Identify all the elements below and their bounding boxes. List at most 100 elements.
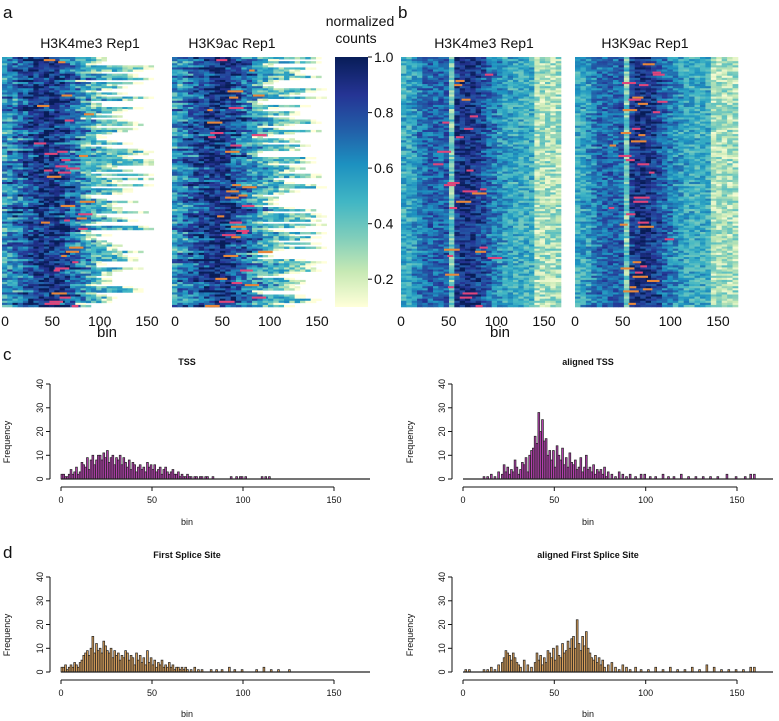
histogram-ytick-label: 10 [35, 643, 45, 653]
histogram-bar [490, 473, 493, 480]
histogram-aligned-tss: aligned TSS bin Frequency 0 10 20 30 40 0 50 100 15… [405, 357, 773, 527]
histogram-bar [621, 664, 625, 673]
histogram-ytick-label: 40 [437, 572, 447, 582]
heatmap-xtick-label: 150 [135, 313, 159, 329]
histogram-bar [497, 471, 500, 480]
heatmap-xtick-label: 50 [615, 313, 631, 329]
histogram-bar [617, 471, 621, 480]
histogram-ytick-label: 40 [35, 379, 45, 389]
histogram-ytick-label: 20 [437, 426, 447, 436]
histogram-xtick-label: 50 [549, 495, 559, 505]
heatmap-xtick-label: 0 [397, 313, 405, 329]
histogram-aligned-first-splice-site: aligned First Splice Site bin Frequency 0 10… [405, 550, 773, 719]
histogram-bar [193, 666, 197, 673]
histogram-ytick-label: 40 [35, 572, 45, 582]
panel-label-c: c [3, 345, 12, 364]
heatmap-a-h3k4me3 [2, 57, 155, 308]
histogram-xlabel: bin [181, 709, 193, 719]
colorbar-tick-label: 0.8 [374, 105, 394, 121]
histogram-xtick-label: 150 [326, 495, 341, 505]
heatmap-xtick-label: 100 [659, 313, 683, 329]
histogram-ylabel: Frequency [405, 613, 415, 656]
histogram-bar [490, 666, 493, 673]
histogram-bar [749, 473, 752, 480]
colorbar-gradient [335, 57, 368, 307]
histogram-xtick-label: 0 [58, 495, 63, 505]
histogram-bar [606, 664, 610, 673]
histogram-bar [725, 473, 729, 480]
histogram-title: First Splice Site [153, 550, 221, 560]
heatmap-b1-title: H3K4me3 Rep1 [434, 35, 534, 51]
histogram-xtick-label: 100 [235, 688, 250, 698]
histogram-ytick-label: 10 [437, 643, 447, 653]
histogram-xtick-label: 0 [460, 495, 465, 505]
histogram-ytick-label: 30 [35, 596, 45, 606]
histogram-xlabel: bin [582, 517, 594, 527]
histogram-bar [610, 473, 614, 480]
histogram-xtick-label: 150 [729, 688, 744, 698]
histogram-xtick-label: 150 [729, 495, 744, 505]
histogram-title: TSS [178, 357, 196, 367]
histogram-bar [705, 664, 709, 673]
histogram-bar [519, 666, 522, 673]
histogram-bar [749, 666, 752, 673]
histogram-bar [621, 473, 625, 480]
histogram-title: aligned TSS [562, 357, 614, 367]
histogram-ylabel: Frequency [2, 420, 12, 463]
heatmap-xtick-label: 50 [45, 313, 61, 329]
heatmap-xtick-label: 100 [485, 313, 509, 329]
heatmap-b-h3k4me3 [401, 57, 562, 308]
histogram-bar [669, 666, 672, 673]
panel-label-d: d [3, 543, 12, 562]
histogram-ytick-label: 30 [437, 596, 447, 606]
heatmap-xtick-label: 0 [1, 313, 9, 329]
heatmap-a-xlabel: bin [97, 324, 117, 341]
histogram-bar [753, 666, 756, 673]
histogram-bar [712, 666, 716, 673]
heatmap-a2-title: H3K9ac Rep1 [188, 35, 275, 51]
heatmap-xtick-label: 50 [215, 313, 231, 329]
colorbar-ticks: 1.0 0.8 0.6 0.4 0.2 [368, 49, 394, 287]
heatmap-a-h3k9ac [172, 57, 327, 308]
histogram-ytick-label: 20 [35, 426, 45, 436]
panel-label-a: a [3, 3, 13, 22]
histogram-ytick-label: 40 [437, 379, 447, 389]
histogram-bar [690, 666, 694, 673]
histogram-ytick-label: 30 [437, 403, 447, 413]
histogram-title: aligned First Splice Site [537, 550, 639, 560]
histogram-xtick-label: 50 [147, 495, 157, 505]
histogram-ytick-label: 10 [35, 450, 45, 460]
colorbar-tick-label: 0.4 [374, 216, 394, 232]
histogram-bar [643, 473, 647, 480]
histogram-xlabel: bin [582, 709, 594, 719]
heatmap-xtick-label: 100 [258, 313, 282, 329]
histogram-bar [634, 666, 637, 673]
histogram-bar [603, 666, 606, 673]
histogram-xtick-label: 50 [147, 688, 157, 698]
histogram-bar [530, 666, 533, 673]
histogram-bar [639, 473, 643, 480]
histogram-ylabel: Frequency [405, 420, 415, 463]
heatmap-xtick-label: 150 [305, 313, 329, 329]
histogram-xtick-label: 0 [58, 688, 63, 698]
heatmap-xtick-label: 0 [571, 313, 579, 329]
heatmap-b-h3k9ac [575, 57, 739, 308]
histogram-bar [614, 666, 617, 673]
heatmap-xtick-label: 50 [441, 313, 457, 329]
histogram-bar [526, 664, 530, 673]
histogram-ytick-label: 20 [35, 619, 45, 629]
histogram-xtick-label: 100 [235, 495, 250, 505]
histogram-ytick-label: 10 [437, 450, 447, 460]
panel-label-b: b [398, 3, 407, 22]
histogram-bar [661, 473, 665, 480]
histogram-xtick-label: 100 [638, 495, 653, 505]
heatmap-a1-title: H3K4me3 Rep1 [40, 35, 140, 51]
histogram-ytick-label: 0 [437, 476, 447, 481]
histogram-ytick-label: 0 [437, 669, 447, 674]
histogram-bar [262, 666, 266, 673]
colorbar-tick-label: 1.0 [374, 49, 394, 65]
histogram-bar [628, 473, 632, 480]
colorbar-title-line2: counts [335, 30, 376, 46]
histogram-bar [680, 473, 683, 480]
